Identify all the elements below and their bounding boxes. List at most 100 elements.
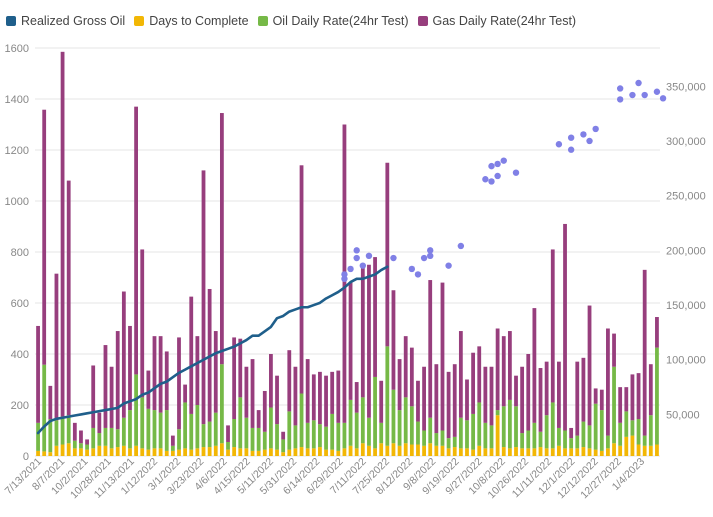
scatter-point-8 <box>408 265 416 273</box>
bar-gas-92 <box>599 389 604 411</box>
y-left-tick-label-7: 1400 <box>5 94 29 106</box>
bar-days-1 <box>42 451 47 456</box>
bar-oil-59 <box>397 410 402 446</box>
bar-gas-20 <box>158 336 163 413</box>
legend-item-gas-daily-rate[interactable]: Gas Daily Rate(24hr Test) <box>417 14 576 28</box>
scatter-point-12 <box>427 247 434 254</box>
y-left-tick-label-4: 800 <box>11 247 29 259</box>
legend-item-days-to-complete[interactable]: Days to Complete <box>134 14 249 28</box>
bar-gas-80 <box>526 354 531 431</box>
bar-gas-64 <box>428 280 433 418</box>
bar-oil-65 <box>434 433 439 446</box>
bar-gas-48 <box>330 371 335 414</box>
bar-gas-60 <box>403 336 408 398</box>
y-left-tick-label-5: 1000 <box>5 196 29 208</box>
bar-gas-72 <box>477 346 482 403</box>
bar-oil-92 <box>599 410 604 451</box>
bar-gas-40 <box>281 431 286 440</box>
scatter-point-29 <box>616 96 624 103</box>
scatter-point-6 <box>365 252 373 260</box>
bar-gas-44 <box>305 359 310 423</box>
bar-days-11 <box>103 445 108 456</box>
bar-oil-55 <box>373 376 377 449</box>
realized-gross-oil-line <box>36 265 389 435</box>
bar-oil-41 <box>287 411 292 450</box>
bar-gas-31 <box>226 425 230 442</box>
bar-days-49 <box>336 450 341 456</box>
bar-oil-61 <box>409 406 414 445</box>
bar-days-47 <box>324 449 328 457</box>
bar-gas-61 <box>409 347 414 407</box>
bar-days-100 <box>648 445 653 456</box>
scatter-point-32 <box>641 91 648 99</box>
legend-label-oil-daily-rate: Oil Daily Rate(24hr Test) <box>272 14 409 28</box>
bar-oil-71 <box>471 413 476 450</box>
bar-days-54 <box>367 445 371 456</box>
bar-gas-33 <box>238 338 243 398</box>
legend-swatch-days-to-complete <box>134 16 145 26</box>
bar-days-53 <box>360 443 365 456</box>
legend-item-realized-gross-oil[interactable]: Realized Gross Oil <box>6 14 125 28</box>
bar-oil-69 <box>458 417 463 449</box>
scatter-point-26 <box>586 137 593 145</box>
scatter-point-23 <box>567 134 575 141</box>
bar-gas-46 <box>318 371 322 425</box>
scatter-point-30 <box>629 91 636 99</box>
bar-gas-81 <box>532 308 537 423</box>
bar-gas-98 <box>636 373 641 420</box>
bar-oil-19 <box>152 410 157 449</box>
bar-oil-53 <box>360 397 365 444</box>
bar-oil-87 <box>569 438 574 449</box>
bar-oil-10 <box>97 433 102 446</box>
scatter-point-11 <box>427 252 434 260</box>
bar-gas-32 <box>232 337 237 420</box>
bar-days-73 <box>483 448 488 456</box>
bar-gas-38 <box>269 354 273 408</box>
bar-gas-87 <box>569 427 574 439</box>
bar-gas-94 <box>612 333 616 367</box>
bar-days-59 <box>397 445 402 456</box>
bar-days-41 <box>287 449 292 457</box>
bar-oil-47 <box>324 426 328 450</box>
legend-label-days-to-complete: Days to Complete <box>149 14 249 28</box>
bar-oil-8 <box>85 444 89 450</box>
bar-gas-90 <box>587 305 592 426</box>
y-right-tick-label-0: 50,000 <box>666 409 700 421</box>
bar-oil-39 <box>275 424 279 450</box>
bar-days-16 <box>134 445 138 456</box>
bar-days-25 <box>189 449 194 457</box>
bar-gas-93 <box>606 328 610 436</box>
bar-gas-18 <box>146 370 151 409</box>
bar-oil-38 <box>269 407 273 449</box>
bar-gas-58 <box>391 290 396 390</box>
bar-gas-85 <box>557 361 561 428</box>
bar-days-66 <box>440 445 445 456</box>
bar-days-92 <box>599 450 604 456</box>
bar-oil-64 <box>428 417 433 444</box>
legend-label-realized-gross-oil: Realized Gross Oil <box>21 14 126 28</box>
bar-gas-89 <box>581 357 586 422</box>
y-right-tick-label-2: 150,000 <box>666 300 706 312</box>
bar-oil-13 <box>115 429 120 448</box>
bar-days-86 <box>563 448 567 456</box>
scatter-point-15 <box>482 176 489 183</box>
bar-gas-13 <box>115 331 120 430</box>
bar-days-77 <box>507 448 512 456</box>
bar-oil-3 <box>54 420 59 446</box>
bar-oil-76 <box>501 406 506 448</box>
bar-gas-66 <box>440 282 445 431</box>
bar-days-55 <box>373 448 377 456</box>
bar-oil-42 <box>293 425 298 449</box>
bar-oil-30 <box>219 364 224 444</box>
bar-days-33 <box>238 448 243 456</box>
bar-days-79 <box>520 448 525 456</box>
bar-oil-78 <box>514 406 518 448</box>
bar-days-74 <box>489 448 494 456</box>
bar-gas-86 <box>563 223 567 431</box>
bar-oil-9 <box>91 427 96 449</box>
bar-days-83 <box>544 448 549 456</box>
bar-days-70 <box>465 448 469 456</box>
legend-item-oil-daily-rate[interactable]: Oil Daily Rate(24hr Test) <box>257 14 409 28</box>
bar-oil-46 <box>318 424 322 448</box>
bar-days-87 <box>569 448 574 456</box>
